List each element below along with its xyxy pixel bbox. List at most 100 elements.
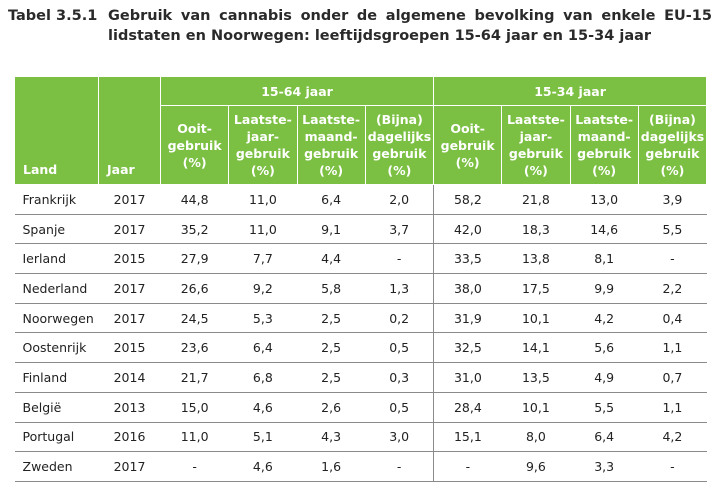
cell-value: 2,5	[297, 303, 366, 334]
cell-value: 15,0	[160, 392, 229, 423]
cell-value: -	[638, 243, 707, 275]
cell-value: 31,9	[433, 303, 502, 334]
cell-value: 0,2	[365, 303, 435, 334]
cell-land: Noorwegen	[14, 303, 99, 334]
cell-value: -	[160, 451, 229, 482]
cell-value: 10,1	[501, 392, 571, 423]
cell-value: 11,0	[160, 422, 229, 453]
cell-jaar: 2017	[98, 273, 161, 304]
cell-value: 2,0	[365, 184, 435, 215]
table-row: Finland 2014 21,7 6,8 2,5 0,3 31,0 13,5 4,9 0,7	[14, 362, 707, 393]
cell-value: 3,7	[365, 214, 435, 245]
cell-value: 8,0	[501, 422, 571, 453]
cell-value: 31,0	[433, 362, 502, 393]
cell-value: 4,9	[570, 362, 639, 393]
cell-value: 1,1	[638, 392, 707, 423]
cell-value: -	[433, 451, 502, 482]
cell-jaar: 2015	[98, 243, 161, 275]
cell-value: 2,2	[638, 273, 707, 304]
cell-value: 5,5	[638, 214, 707, 245]
cell-value: 4,2	[638, 422, 707, 453]
cell-value: 15,1	[433, 422, 502, 453]
cell-value: 1,6	[297, 451, 366, 482]
column-header-ooit-gebruik-15-64: Ooit-gebruik (%)	[159, 105, 230, 185]
cell-value: 2,5	[297, 332, 366, 364]
cell-value: 21,8	[501, 184, 571, 215]
column-header-laatste-maand-gebruik-15-64: Laatste-maand-gebruik (%)	[296, 105, 366, 185]
cell-land: Portugal	[14, 422, 99, 453]
cell-value: 4,6	[228, 392, 297, 423]
cell-value: 27,9	[160, 243, 229, 275]
cell-value: 8,1	[570, 243, 639, 275]
column-header-laatste-maand-gebruik-15-34: Laatste-maand-gebruik (%)	[569, 105, 639, 185]
table-row: Frankrijk 2017 44,8 11,0 6,4 2,0 58,2 21,8 13,0 3…	[14, 184, 707, 215]
cell-jaar: 2016	[98, 422, 161, 453]
cell-jaar: 2017	[98, 451, 161, 482]
cell-value: 4,6	[228, 451, 297, 482]
cell-value: 3,9	[638, 184, 707, 215]
cell-value: 1,3	[365, 273, 435, 304]
cell-value: -	[365, 243, 435, 275]
cell-value: 3,3	[570, 451, 639, 482]
table-caption: Tabel 3.5.1 Gebruik van cannabis onder d…	[8, 6, 712, 46]
cell-land: Nederland	[14, 273, 99, 304]
cell-value: 2,6	[297, 392, 366, 423]
cell-value: 18,3	[501, 214, 571, 245]
cell-value: 14,6	[570, 214, 639, 245]
cell-value: 38,0	[433, 273, 502, 304]
cell-value: -	[365, 451, 435, 482]
cell-value: 6,4	[228, 332, 297, 364]
cell-land: Ierland	[14, 243, 99, 275]
cell-land: Oostenrijk	[14, 332, 99, 364]
column-header-land: Land	[14, 76, 99, 185]
cell-value: 0,7	[638, 362, 707, 393]
cell-value: 0,4	[638, 303, 707, 334]
table-row: Ierland 2015 27,9 7,7 4,4-33,5 13,8 8,1-	[14, 243, 707, 275]
table-row: Spanje 2017 35,2 11,0 9,1 3,7 42,0 18,3 14,6 5,5	[14, 214, 707, 245]
cell-land: België	[14, 392, 99, 423]
cell-value: 24,5	[160, 303, 229, 334]
cell-value: 5,5	[570, 392, 639, 423]
column-header-dagelijks-gebruik-15-64: (Bijna) dagelijks gebruik (%)	[364, 105, 435, 185]
cell-value: 4,2	[570, 303, 639, 334]
cell-jaar: 2017	[98, 214, 161, 245]
cell-value: 32,5	[433, 332, 502, 364]
cell-value: 5,6	[570, 332, 639, 364]
cell-value: 33,5	[433, 243, 502, 275]
cell-value: 4,4	[297, 243, 366, 275]
cell-jaar: 2017	[98, 303, 161, 334]
cell-value: 5,3	[228, 303, 297, 334]
cell-value: 10,1	[501, 303, 571, 334]
cell-value: 0,3	[365, 362, 435, 393]
cell-value: 6,4	[570, 422, 639, 453]
cell-value: 9,9	[570, 273, 639, 304]
cell-land: Zweden	[14, 451, 99, 482]
cell-value: 14,1	[501, 332, 571, 364]
cell-value: 3,0	[365, 422, 435, 453]
cell-value: 6,4	[297, 184, 366, 215]
cell-value: 58,2	[433, 184, 502, 215]
column-header-laatste-jaar-gebruik-15-34: Laatste-jaar-gebruik (%)	[501, 105, 571, 185]
column-header-laatste-jaar-gebruik-15-64: Laatste-jaar-gebruik (%)	[228, 105, 298, 185]
column-header-ooit-gebruik-15-34: Ooit-gebruik (%)	[433, 105, 503, 185]
cell-value: 11,0	[228, 184, 297, 215]
table-row: Zweden 2017-4,6 1,6- -9,6 3,3-	[14, 451, 707, 482]
cell-value: 6,8	[228, 362, 297, 393]
cannabis-use-table: Land Jaar 15-64 jaar 15-34 jaar Ooit-geb…	[14, 76, 708, 482]
cell-value: 5,1	[228, 422, 297, 453]
cell-value: 9,2	[228, 273, 297, 304]
cell-value: -	[638, 451, 707, 482]
cell-value: 0,5	[365, 392, 435, 423]
cell-land: Spanje	[14, 214, 99, 245]
cell-value: 0,5	[365, 332, 435, 364]
table-row: Portugal 2016 11,0 5,1 4,3 3,0 15,1 8,0 6,4 4,2	[14, 422, 707, 453]
cell-value: 17,5	[501, 273, 571, 304]
cell-value: 7,7	[228, 243, 297, 275]
cell-jaar: 2013	[98, 392, 161, 423]
cell-value: 2,5	[297, 362, 366, 393]
cell-value: 13,8	[501, 243, 571, 275]
cell-value: 23,6	[160, 332, 229, 364]
column-header-dagelijks-gebruik-15-34: (Bijna) dagelijks gebruik (%)	[637, 105, 708, 185]
cell-jaar: 2015	[98, 332, 161, 364]
cell-value: 21,7	[160, 362, 229, 393]
